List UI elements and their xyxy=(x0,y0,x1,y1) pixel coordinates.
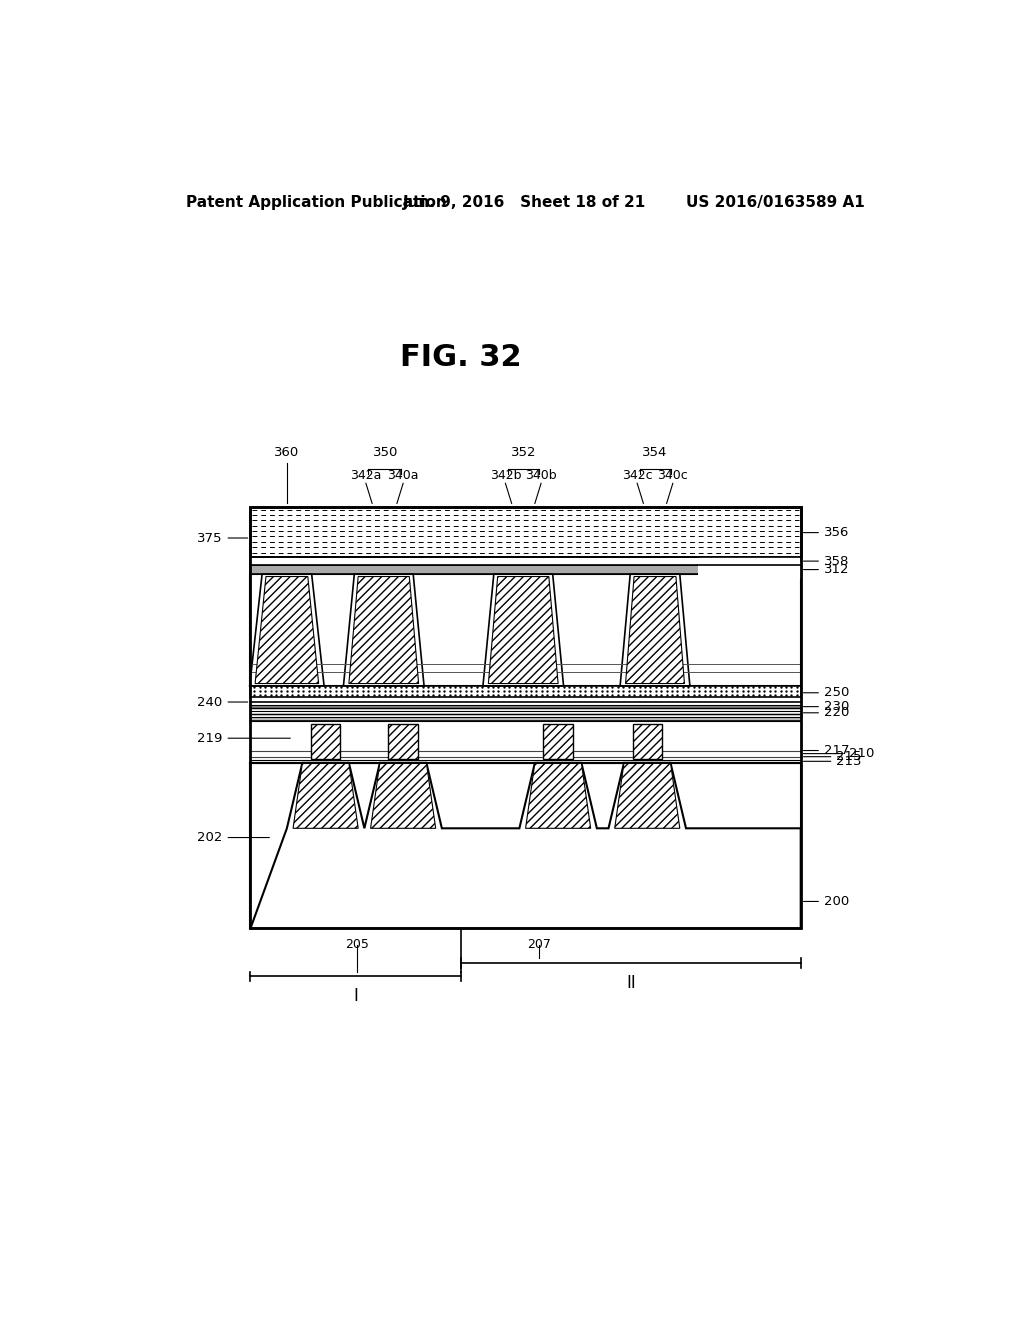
Text: 213: 213 xyxy=(804,755,862,768)
Text: 340b: 340b xyxy=(525,469,557,482)
Bar xyxy=(251,574,801,686)
Polygon shape xyxy=(488,577,558,684)
Text: II: II xyxy=(626,974,636,991)
Text: 340c: 340c xyxy=(657,469,688,482)
Text: 217: 217 xyxy=(804,744,850,758)
Bar xyxy=(311,725,340,759)
Bar xyxy=(251,557,801,565)
Text: Jun. 9, 2016   Sheet 18 of 21: Jun. 9, 2016 Sheet 18 of 21 xyxy=(403,195,646,210)
Text: FIG. 32: FIG. 32 xyxy=(400,343,522,372)
Polygon shape xyxy=(621,574,690,686)
Polygon shape xyxy=(626,577,684,684)
Bar xyxy=(697,562,802,579)
Text: 312: 312 xyxy=(804,564,850,576)
Text: 250: 250 xyxy=(804,686,849,700)
Text: 230: 230 xyxy=(804,700,849,713)
Text: 340a: 340a xyxy=(387,469,419,482)
Text: 358: 358 xyxy=(804,554,849,568)
Polygon shape xyxy=(483,574,563,686)
Bar xyxy=(251,507,801,557)
Text: 354: 354 xyxy=(642,446,668,459)
Text: 342b: 342b xyxy=(489,469,521,482)
Text: 215: 215 xyxy=(804,750,862,763)
Polygon shape xyxy=(251,763,801,928)
Polygon shape xyxy=(349,577,419,684)
Polygon shape xyxy=(614,763,680,829)
Bar xyxy=(251,507,801,928)
Text: 356: 356 xyxy=(804,527,849,539)
Bar xyxy=(251,686,801,697)
Polygon shape xyxy=(250,574,324,686)
Bar xyxy=(251,711,801,714)
Text: 200: 200 xyxy=(804,895,849,908)
Text: 342c: 342c xyxy=(622,469,652,482)
Polygon shape xyxy=(525,763,591,829)
Text: 205: 205 xyxy=(345,937,369,950)
Bar xyxy=(251,705,801,708)
Text: US 2016/0163589 A1: US 2016/0163589 A1 xyxy=(685,195,864,210)
Bar xyxy=(633,725,662,759)
Text: 352: 352 xyxy=(511,446,536,459)
Text: I: I xyxy=(353,987,358,1005)
Bar xyxy=(251,717,801,721)
Polygon shape xyxy=(343,574,424,686)
Polygon shape xyxy=(293,763,358,829)
Polygon shape xyxy=(255,577,318,684)
Bar xyxy=(388,725,418,759)
Bar xyxy=(544,725,572,759)
Bar xyxy=(251,763,801,928)
Bar xyxy=(251,565,801,574)
Text: 240: 240 xyxy=(198,696,248,709)
Text: 202: 202 xyxy=(198,832,269,843)
Text: 350: 350 xyxy=(373,446,398,459)
Text: 342a: 342a xyxy=(350,469,382,482)
Polygon shape xyxy=(371,763,435,829)
Text: 360: 360 xyxy=(274,446,299,459)
Text: 375: 375 xyxy=(197,532,248,545)
Text: 210: 210 xyxy=(804,747,874,760)
Text: 219: 219 xyxy=(198,731,290,744)
Text: 207: 207 xyxy=(526,937,551,950)
Text: Patent Application Publication: Patent Application Publication xyxy=(186,195,446,210)
Text: 220: 220 xyxy=(804,706,849,719)
